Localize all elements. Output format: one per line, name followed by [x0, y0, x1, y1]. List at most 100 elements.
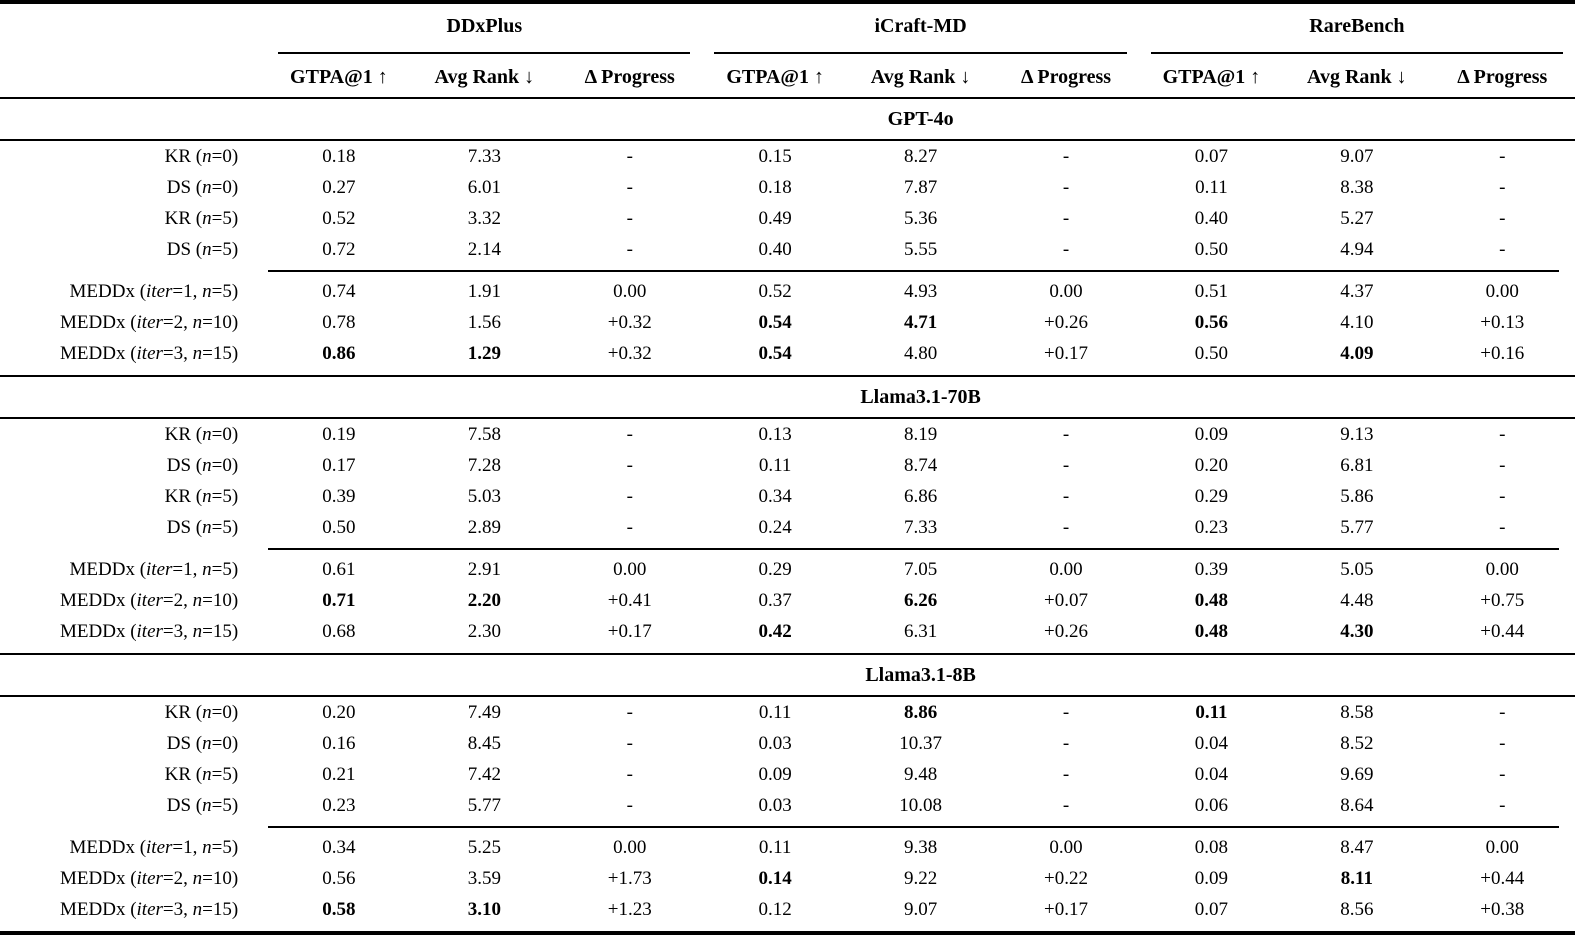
value-cell: 0.71 — [322, 589, 356, 611]
metric-header: GTPA@1 ↑ — [1139, 57, 1284, 98]
group-header: DDxPlus — [446, 14, 523, 37]
value-cell: - — [1499, 794, 1506, 816]
value-cell: 1.56 — [467, 311, 501, 333]
value-cell: 6.81 — [1340, 454, 1374, 476]
benchmark-group-row: DDxPlus iCraft-MD RareBench — [0, 2, 1575, 48]
value-cell: 0.40 — [758, 238, 792, 260]
table-row: DS (n=0) 0.17 7.28 - 0.11 8.74 - 0.20 6.81 - — [0, 450, 1575, 481]
label-text: KR ( — [164, 485, 203, 507]
value-cell: +0.17 — [1044, 898, 1088, 920]
value-cell: 0.68 — [322, 620, 356, 642]
label-text: =0) — [211, 423, 239, 445]
table-row: KR (n=5) 0.52 3.32 - 0.49 5.36 - 0.40 5.27 - — [0, 203, 1575, 234]
value-cell: 0.11 — [758, 454, 792, 476]
value-cell: - — [1062, 207, 1070, 229]
value-cell: 0.00 — [1485, 836, 1519, 858]
label-variable: n — [202, 176, 212, 198]
label-variable: n — [192, 311, 203, 333]
value-cell: 0.54 — [758, 311, 792, 333]
value-cell: 0.03 — [758, 794, 792, 816]
value-cell: - — [626, 701, 633, 723]
label-variable: iter — [136, 342, 163, 364]
value-cell: +0.32 — [607, 342, 652, 364]
row-label: DS (n=0) — [0, 450, 266, 481]
value-cell: 0.09 — [1194, 423, 1229, 445]
value-cell: 0.39 — [322, 485, 356, 507]
section-gap-cell — [0, 369, 1575, 376]
row-label: MEDDx (iter=1, n=5) — [0, 554, 266, 585]
value-cell: 0.27 — [322, 176, 356, 198]
value-cell: 4.80 — [903, 342, 938, 364]
value-cell: 8.45 — [467, 732, 501, 754]
value-cell: 9.22 — [903, 867, 938, 889]
value-cell: +0.75 — [1480, 589, 1525, 611]
value-cell: 8.58 — [1340, 701, 1374, 723]
value-cell: 0.00 — [1049, 558, 1083, 580]
meddx-separator-rule — [268, 269, 1559, 272]
table-row: MEDDx (iter=3, n=15) 0.58 3.10 +1.23 0.12 9.0… — [0, 894, 1575, 925]
value-cell: 0.58 — [322, 898, 356, 920]
value-cell: 0.00 — [613, 836, 647, 858]
value-cell: 0.40 — [1194, 207, 1229, 229]
label-variable: n — [202, 238, 212, 260]
group-header: RareBench — [1309, 14, 1405, 37]
value-cell: 9.38 — [903, 836, 938, 858]
value-cell: 5.77 — [467, 794, 501, 816]
table-row: KR (n=5) 0.21 7.42 - 0.09 9.48 - 0.04 9.69 - — [0, 759, 1575, 790]
label-text: =0) — [211, 145, 239, 167]
value-cell: +0.17 — [607, 620, 652, 642]
value-cell: 5.25 — [467, 836, 501, 858]
value-cell: 0.52 — [758, 280, 792, 302]
row-label: MEDDx (iter=2, n=10) — [0, 585, 266, 616]
row-label: KR (n=5) — [0, 481, 266, 512]
value-cell: 0.39 — [1194, 558, 1229, 580]
value-cell: 0.72 — [322, 238, 356, 260]
value-cell: 4.30 — [1340, 620, 1374, 642]
value-cell: 4.93 — [903, 280, 938, 302]
value-cell: 4.48 — [1340, 589, 1374, 611]
value-cell: - — [626, 454, 633, 476]
label-variable: n — [192, 867, 203, 889]
label-variable: n — [202, 794, 212, 816]
value-cell: 0.51 — [1194, 280, 1229, 302]
label-text: =5) — [211, 794, 239, 816]
table-row: DS (n=0) 0.16 8.45 - 0.03 10.37 - 0.04 8.52 - — [0, 728, 1575, 759]
label-variable: n — [192, 620, 203, 642]
value-cell: 0.00 — [613, 558, 647, 580]
value-cell: 0.56 — [322, 867, 356, 889]
meddx-separator-rule — [268, 825, 1559, 828]
meddx-separator-cell — [266, 543, 1575, 554]
group-underline-rule — [714, 51, 1127, 54]
label-text: =5) — [211, 485, 239, 507]
metric-label: Avg Rank — [870, 65, 956, 88]
value-cell: 7.05 — [903, 558, 938, 580]
label-text: =15) — [202, 898, 239, 920]
value-cell: 0.11 — [1195, 176, 1228, 198]
label-text: =5) — [211, 207, 239, 229]
group-underline-cell — [1139, 48, 1575, 57]
value-cell: +0.41 — [607, 589, 652, 611]
metric-header: Δ Progress — [557, 57, 702, 98]
label-text: =5) — [211, 558, 239, 580]
group-underline-row — [0, 48, 1575, 57]
value-cell: 0.14 — [758, 867, 792, 889]
label-text: DS ( — [166, 238, 203, 260]
label-text: MEDDx ( — [60, 867, 137, 889]
table-row: DS (n=5) 0.50 2.89 - 0.24 7.33 - 0.23 5.77 - — [0, 512, 1575, 543]
metric-header: GTPA@1 ↑ — [702, 57, 847, 98]
value-cell: 7.33 — [903, 516, 938, 538]
row-label: DS (n=0) — [0, 172, 266, 203]
meddx-separator-row — [0, 821, 1575, 832]
value-cell: - — [626, 145, 633, 167]
value-cell: 0.86 — [322, 342, 356, 364]
label-text: =1, — [172, 280, 203, 302]
value-cell: 2.14 — [467, 238, 501, 260]
value-cell: - — [1499, 763, 1506, 785]
value-cell: 0.03 — [758, 732, 792, 754]
model-section-row: Llama3.1-8B — [0, 653, 1575, 697]
table-row: KR (n=0) 0.18 7.33 - 0.15 8.27 - 0.07 9.07 - — [0, 140, 1575, 172]
model-section-header: Llama3.1-70B — [266, 375, 1575, 419]
value-cell: +0.16 — [1480, 342, 1525, 364]
row-label: DS (n=5) — [0, 512, 266, 543]
value-cell: 4.09 — [1340, 342, 1374, 364]
